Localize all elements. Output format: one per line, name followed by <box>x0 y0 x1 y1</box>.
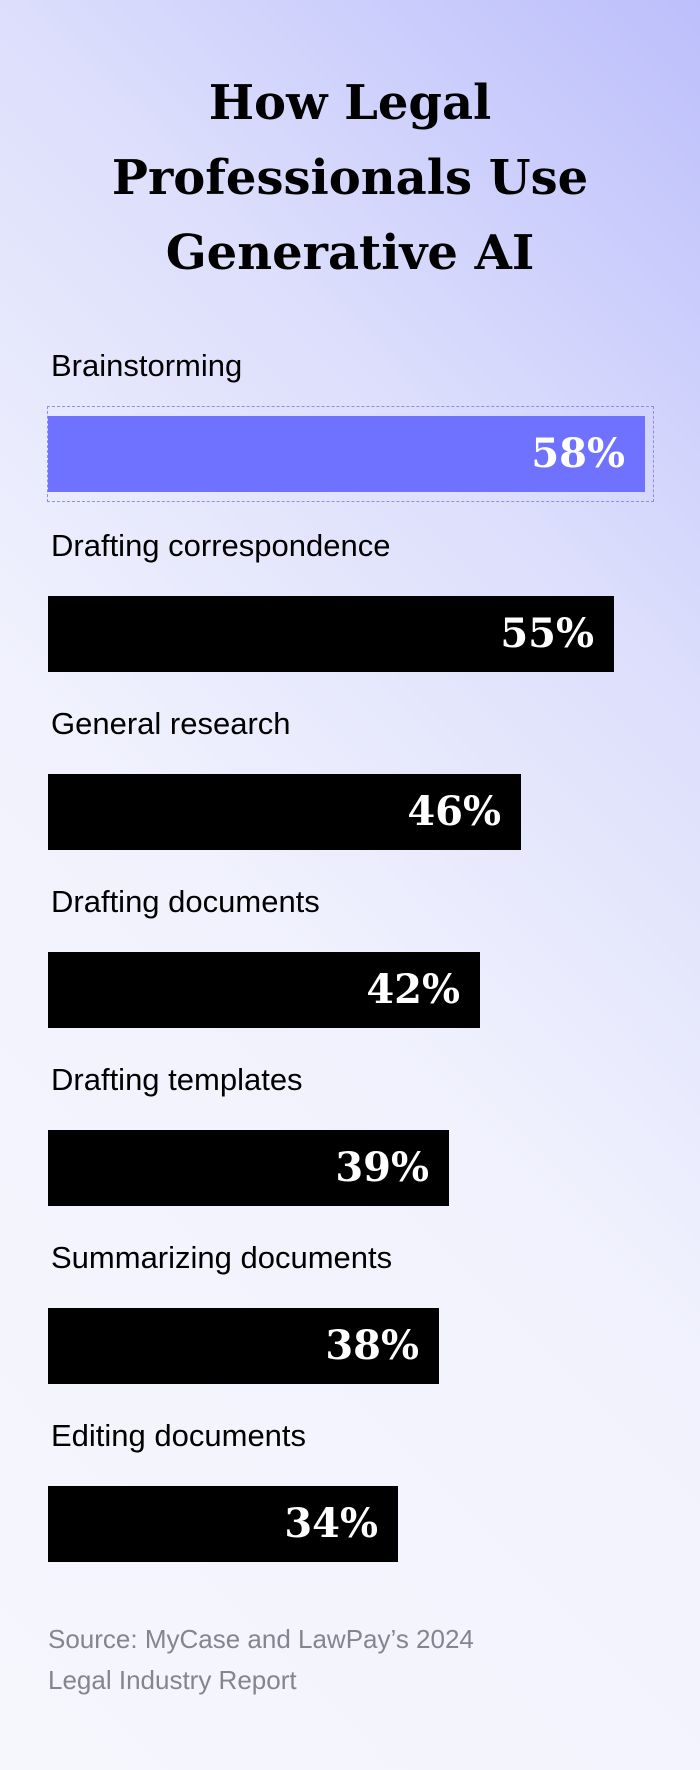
bar-highlighted: 58% <box>48 416 645 492</box>
chart-title: How Legal Professionals Use Generative A… <box>0 66 700 291</box>
bar: 55% <box>48 596 614 672</box>
bar-value-label: 38% <box>325 1322 419 1369</box>
bar-chart: Brainstorming 58% Drafting correspondence 5… <box>47 0 658 1600</box>
bar-value-label: 39% <box>335 1144 429 1191</box>
chart-title-line-1: How Legal <box>208 75 492 131</box>
category-label: Editing documents <box>51 1418 307 1453</box>
category-label: Summarizing documents <box>51 1240 393 1275</box>
category-label: Drafting correspondence <box>51 528 391 563</box>
category-label: Drafting documents <box>51 884 320 919</box>
bar-value-label: 42% <box>366 966 460 1013</box>
category-label: Drafting templates <box>51 1062 303 1097</box>
chart-title-line-3: Generative AI <box>165 225 535 281</box>
bar-value-label: 34% <box>284 1500 378 1547</box>
category-label: Brainstorming <box>51 348 243 383</box>
source-line-1: Source: MyCase and LawPay’s 2024 <box>48 1624 474 1654</box>
source-note: Source: MyCase and LawPay’s 2024 Legal I… <box>48 1619 608 1701</box>
bar: 38% <box>48 1308 439 1384</box>
source-line-2: Legal Industry Report <box>48 1665 297 1695</box>
bar-value-label: 46% <box>407 788 501 835</box>
bar-value-label: 58% <box>531 430 625 477</box>
chart-title-line-2: Professionals Use <box>111 150 589 206</box>
bar: 34% <box>48 1486 398 1562</box>
bar: 39% <box>48 1130 449 1206</box>
bar: 46% <box>48 774 521 850</box>
bar: 42% <box>48 952 480 1028</box>
category-label: General research <box>51 706 291 741</box>
bar-value-label: 55% <box>500 610 594 657</box>
